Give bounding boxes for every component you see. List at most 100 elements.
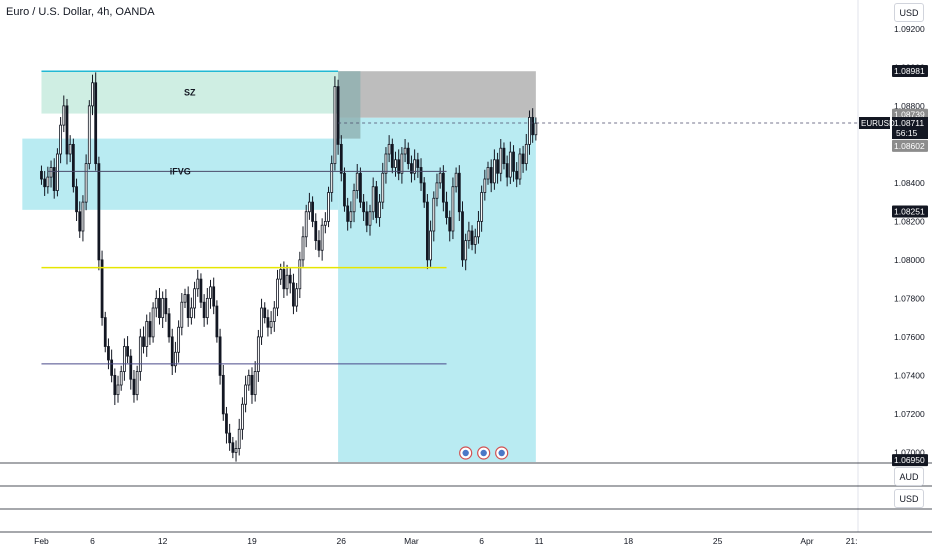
candle-up bbox=[378, 201, 381, 218]
time-tick-label: 11 bbox=[535, 536, 544, 546]
candle-up bbox=[333, 86, 337, 165]
candle-up bbox=[454, 172, 458, 188]
candle-down bbox=[250, 374, 254, 396]
candle-up bbox=[279, 269, 283, 280]
candle-up bbox=[384, 153, 388, 174]
price-tick-label: 1.08800 bbox=[894, 101, 925, 111]
candle-up bbox=[154, 297, 158, 309]
candle-up bbox=[492, 159, 496, 184]
candle-up bbox=[196, 278, 200, 290]
low-level-tag-bg bbox=[892, 454, 928, 467]
candle-up bbox=[295, 288, 299, 307]
last-price-tag: 1.08711 bbox=[894, 118, 924, 128]
candle-up bbox=[244, 384, 247, 405]
candle-up bbox=[46, 176, 50, 188]
candle-up bbox=[123, 346, 126, 372]
candle-up bbox=[276, 278, 279, 309]
time-tick-label: 6 bbox=[479, 536, 484, 546]
candle-down bbox=[346, 205, 350, 222]
ifvg-label: iFVG bbox=[170, 166, 191, 176]
candle-down bbox=[505, 163, 509, 178]
candle-up bbox=[508, 151, 512, 178]
candle-up bbox=[138, 336, 142, 372]
candle-up bbox=[473, 236, 477, 245]
candle-up bbox=[352, 190, 356, 213]
candle-up bbox=[413, 159, 417, 174]
zone-overlap bbox=[338, 71, 361, 139]
candle-down bbox=[202, 301, 206, 319]
price-tick-label: 1.09200 bbox=[894, 24, 925, 34]
candle-down bbox=[40, 170, 43, 180]
price-tags: 1.08981 1.08251 1.06950 1.087391.0871156:15… bbox=[859, 65, 928, 467]
candle-up bbox=[87, 105, 91, 165]
candle-down bbox=[94, 82, 98, 165]
candle-up bbox=[49, 167, 53, 178]
upper-level-tag-bg bbox=[892, 65, 928, 78]
candle-up bbox=[81, 201, 85, 232]
candle-down bbox=[164, 297, 168, 315]
time-tick-label: 19 bbox=[247, 536, 257, 546]
candle-up bbox=[116, 384, 120, 396]
candle-down bbox=[292, 282, 295, 307]
candle-down bbox=[470, 230, 474, 245]
candle-down bbox=[317, 240, 321, 251]
price-tick-label: 1.07400 bbox=[894, 370, 925, 380]
candle-up bbox=[330, 163, 334, 193]
candle-up bbox=[237, 428, 241, 449]
candle-up bbox=[177, 326, 181, 353]
candle-up bbox=[528, 117, 531, 145]
currency-button-usd-top[interactable]: USD bbox=[894, 3, 924, 22]
candle-down bbox=[406, 147, 410, 165]
zone-top-tag: 1.08739 bbox=[894, 110, 925, 120]
time-tick-label: 26 bbox=[337, 536, 347, 546]
candle-down bbox=[148, 321, 152, 338]
candle-down bbox=[521, 153, 525, 165]
candle-down bbox=[311, 201, 314, 222]
event-flag-icon-center bbox=[480, 449, 487, 457]
candle-down bbox=[441, 172, 445, 203]
candle-down bbox=[448, 217, 452, 232]
candle-up bbox=[394, 159, 397, 168]
candle-down bbox=[457, 172, 461, 213]
candle-down bbox=[170, 336, 174, 367]
candle-down bbox=[110, 359, 114, 376]
candle-down bbox=[266, 317, 270, 328]
candle-up bbox=[320, 224, 324, 251]
candle-up bbox=[62, 105, 66, 126]
candle-down bbox=[221, 374, 225, 415]
candle-down bbox=[531, 117, 535, 136]
candle-up bbox=[499, 147, 503, 174]
candle-up bbox=[174, 351, 177, 367]
candle-down bbox=[397, 159, 401, 174]
candle-down bbox=[228, 432, 232, 444]
candle-up bbox=[189, 307, 193, 319]
candle-down bbox=[419, 167, 423, 184]
currency-button-aud[interactable]: AUD bbox=[894, 467, 924, 486]
time-tick-label: 21: bbox=[846, 536, 858, 546]
candle-up bbox=[272, 307, 276, 322]
candle-up bbox=[256, 336, 260, 372]
time-axis[interactable]: Feb 6 12 19 26 Mar 6 11 18 25 Apr 21: bbox=[0, 531, 932, 546]
candle-up bbox=[234, 448, 238, 453]
candle-up bbox=[304, 211, 308, 238]
currency-button-usd-pane[interactable]: USD bbox=[894, 489, 924, 508]
candle-down bbox=[362, 201, 366, 213]
candle-down bbox=[231, 442, 235, 453]
candle-down bbox=[374, 186, 378, 218]
time-tick-label: 6 bbox=[90, 536, 95, 546]
candle-down bbox=[75, 186, 78, 213]
low-level-tag: 1.06950 bbox=[894, 455, 925, 465]
candle-down bbox=[489, 167, 493, 184]
candle-down bbox=[107, 346, 110, 361]
candle-up bbox=[524, 143, 528, 165]
annotations-layer: SZ iFVG bbox=[170, 87, 509, 460]
candle-down bbox=[263, 307, 267, 319]
candle-up bbox=[205, 297, 209, 319]
time-tick-label: Mar bbox=[404, 536, 419, 546]
candle-up bbox=[183, 294, 187, 303]
candle-down bbox=[416, 159, 420, 168]
candle-down bbox=[167, 313, 171, 338]
lower-panes bbox=[0, 462, 932, 510]
candle-up bbox=[298, 259, 302, 290]
